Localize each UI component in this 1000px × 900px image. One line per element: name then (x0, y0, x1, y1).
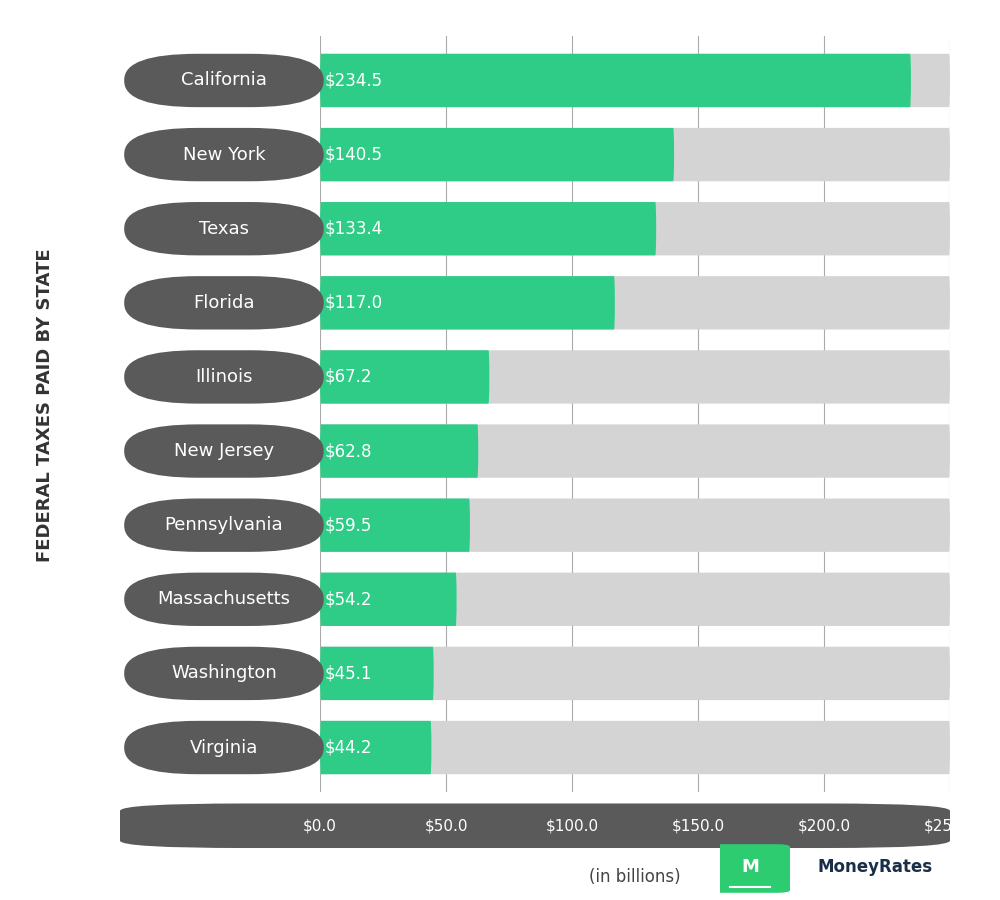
FancyBboxPatch shape (320, 721, 431, 774)
Text: M: M (741, 859, 759, 877)
FancyBboxPatch shape (124, 276, 324, 329)
Text: $50.0: $50.0 (424, 818, 468, 833)
Text: $45.1: $45.1 (325, 664, 373, 682)
Text: MoneyRates: MoneyRates (817, 859, 933, 877)
FancyBboxPatch shape (320, 202, 656, 256)
FancyBboxPatch shape (320, 721, 950, 774)
FancyBboxPatch shape (320, 128, 950, 181)
FancyBboxPatch shape (120, 804, 950, 848)
FancyBboxPatch shape (320, 425, 950, 478)
Text: Pennsylvania: Pennsylvania (165, 517, 283, 535)
Text: $150.0: $150.0 (671, 818, 725, 833)
FancyBboxPatch shape (320, 54, 950, 107)
FancyBboxPatch shape (710, 844, 790, 893)
FancyBboxPatch shape (320, 572, 950, 626)
Text: $140.5: $140.5 (325, 146, 383, 164)
Text: California: California (181, 71, 267, 89)
Text: $250.0: $250.0 (923, 818, 977, 833)
FancyBboxPatch shape (320, 276, 615, 329)
Text: $54.2: $54.2 (325, 590, 373, 608)
FancyBboxPatch shape (320, 647, 434, 700)
FancyBboxPatch shape (320, 647, 950, 700)
Text: Florida: Florida (193, 293, 255, 311)
FancyBboxPatch shape (320, 54, 911, 107)
Text: Massachusetts: Massachusetts (157, 590, 290, 608)
FancyBboxPatch shape (124, 54, 324, 107)
Text: (in billions): (in billions) (589, 868, 681, 886)
Text: $67.2: $67.2 (325, 368, 373, 386)
Text: New York: New York (183, 146, 265, 164)
FancyBboxPatch shape (320, 350, 489, 403)
Text: $44.2: $44.2 (325, 739, 373, 757)
Text: New Jersey: New Jersey (174, 442, 274, 460)
Text: Washington: Washington (171, 664, 277, 682)
FancyBboxPatch shape (320, 128, 674, 181)
FancyBboxPatch shape (320, 499, 950, 552)
Text: $62.8: $62.8 (325, 442, 373, 460)
Text: $133.4: $133.4 (325, 220, 383, 238)
FancyBboxPatch shape (320, 572, 457, 626)
Text: $100.0: $100.0 (545, 818, 599, 833)
Text: FEDERAL TAXES PAID BY STATE: FEDERAL TAXES PAID BY STATE (36, 248, 54, 562)
Text: $117.0: $117.0 (325, 293, 383, 311)
Text: $200.0: $200.0 (797, 818, 851, 833)
Text: $59.5: $59.5 (325, 517, 372, 535)
Text: Virginia: Virginia (190, 739, 258, 757)
FancyBboxPatch shape (320, 202, 950, 256)
Text: $234.5: $234.5 (325, 71, 383, 89)
FancyBboxPatch shape (320, 276, 950, 329)
FancyBboxPatch shape (124, 572, 324, 626)
FancyBboxPatch shape (124, 202, 324, 256)
Text: Texas: Texas (199, 220, 249, 238)
FancyBboxPatch shape (124, 721, 324, 774)
Text: $0.0: $0.0 (303, 818, 337, 833)
FancyBboxPatch shape (320, 499, 470, 552)
FancyBboxPatch shape (320, 425, 478, 478)
FancyBboxPatch shape (124, 128, 324, 181)
FancyBboxPatch shape (124, 350, 324, 403)
Text: Illinois: Illinois (195, 368, 253, 386)
FancyBboxPatch shape (124, 425, 324, 478)
FancyBboxPatch shape (320, 350, 950, 403)
FancyBboxPatch shape (124, 647, 324, 700)
FancyBboxPatch shape (124, 499, 324, 552)
